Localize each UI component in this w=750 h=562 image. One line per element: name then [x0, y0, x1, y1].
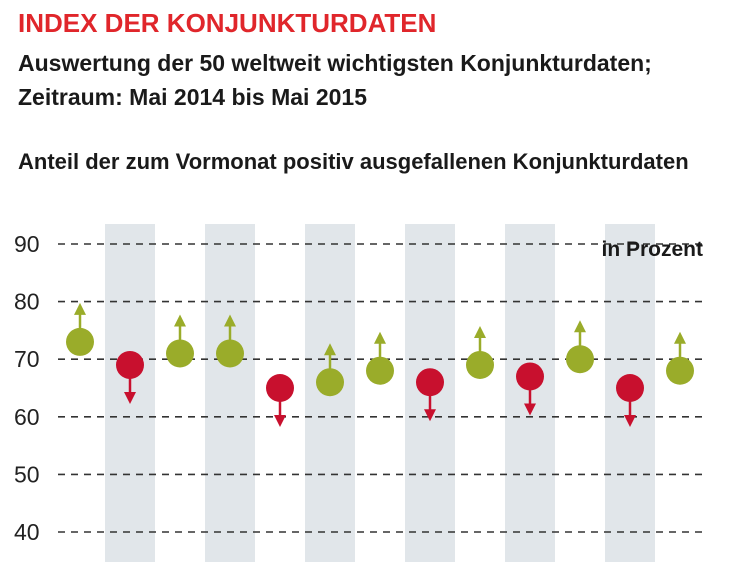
chart-caption: Anteil der zum Vormonat positiv ausgefal…	[18, 149, 689, 174]
chart-subtitle-line2: Zeitraum: Mai 2014 bis Mai 2015	[18, 84, 367, 110]
data-point-down	[516, 362, 544, 391]
arrow-up-head	[374, 331, 386, 344]
data-point-up	[366, 356, 394, 385]
data-point-down	[416, 368, 444, 397]
data-point-up	[66, 327, 94, 356]
arrow-up-head	[674, 331, 686, 344]
y-tick-label: 40	[14, 519, 40, 545]
arrow-up-head	[174, 314, 186, 327]
data-point-up	[216, 339, 244, 368]
arrow-up-head	[224, 314, 236, 327]
y-tick-label: 90	[14, 231, 40, 257]
arrow-down-head	[424, 409, 436, 422]
column-band	[205, 224, 255, 562]
data-point-down	[266, 374, 294, 402]
arrow-down-head	[274, 415, 286, 427]
arrow-up-head	[574, 320, 586, 333]
data-point-down	[616, 374, 644, 402]
y-tick-label: 60	[14, 404, 40, 430]
arrow-up-head	[474, 325, 486, 338]
chart-subtitle-line1: Auswertung der 50 weltweit wichtigsten K…	[18, 50, 652, 76]
unit-label: in Prozent	[601, 238, 703, 261]
data-point-up	[466, 350, 494, 379]
data-point-up	[166, 339, 194, 368]
arrow-up-head	[74, 302, 86, 315]
data-point-up	[316, 368, 344, 397]
data-point-down	[116, 350, 144, 379]
arrow-down-head	[524, 403, 536, 416]
y-tick-label: 70	[14, 346, 40, 372]
chart-title: INDEX DER KONJUNKTURDATEN	[18, 8, 437, 38]
y-tick-label: 50	[14, 461, 40, 487]
arrow-up-head	[324, 343, 336, 356]
data-point-up	[666, 356, 694, 385]
data-point-up	[566, 345, 594, 374]
arrow-down-head	[124, 391, 136, 404]
y-tick-label: 80	[14, 289, 40, 315]
arrow-down-head	[624, 415, 636, 427]
